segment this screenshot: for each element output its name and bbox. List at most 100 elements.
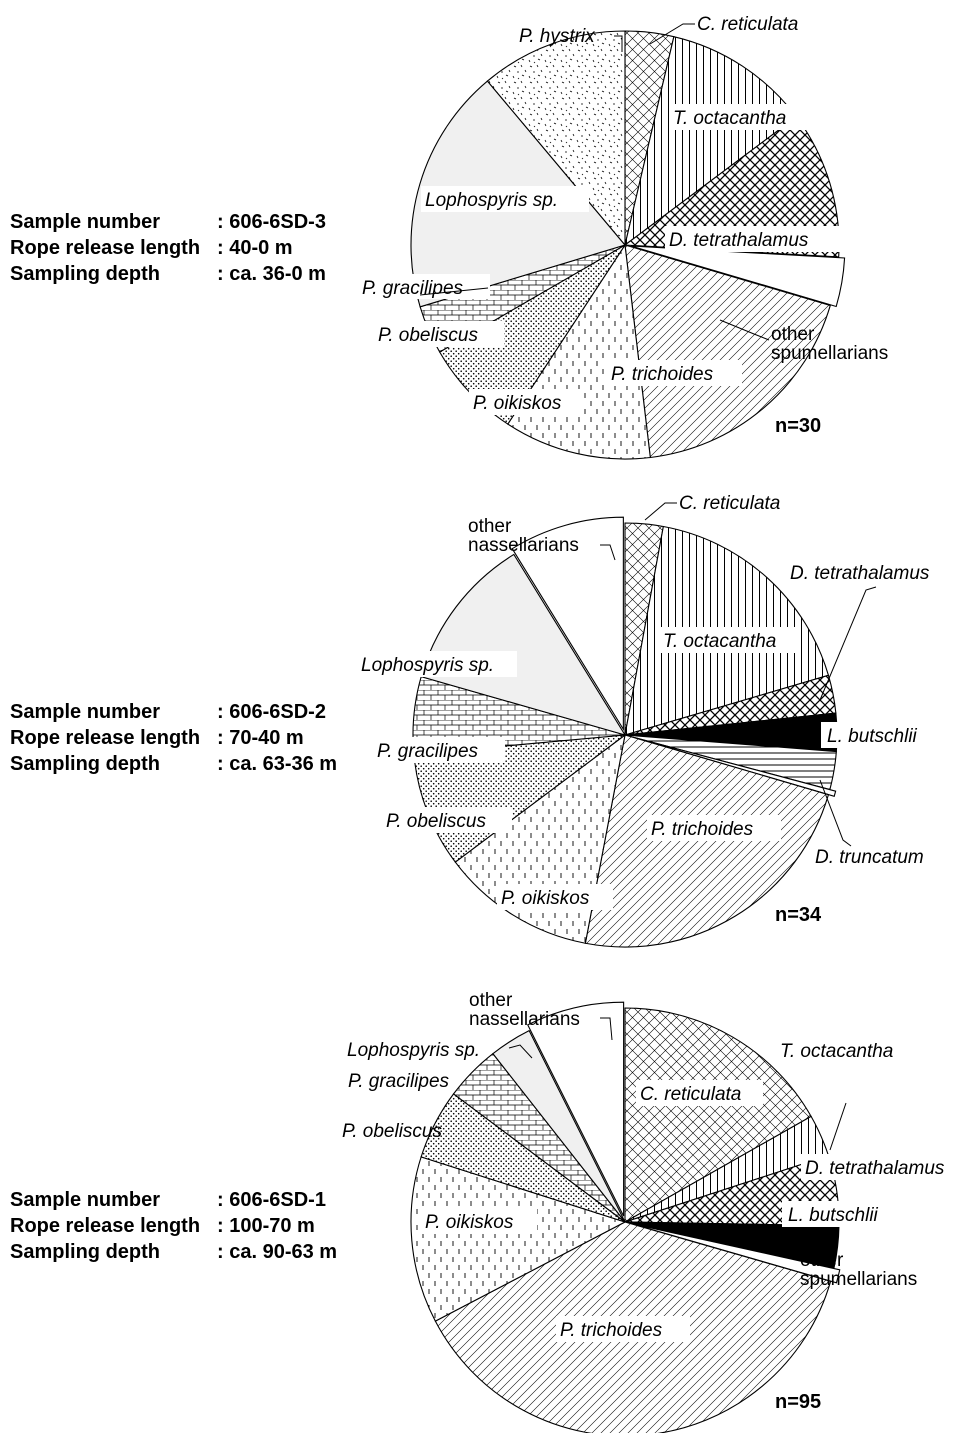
label-other-nassellarians-1: other bbox=[469, 990, 513, 1011]
label-t-octacantha: T. octacantha bbox=[673, 108, 786, 129]
pie-panel-2: Sample number : 606-6SD-2 Rope release l… bbox=[10, 493, 937, 948]
rope-length-value: : 40-0 m bbox=[217, 237, 293, 259]
leader-line bbox=[419, 287, 489, 296]
label-other-nassellarians-2: nassellarians bbox=[469, 1009, 580, 1030]
label-bg bbox=[357, 651, 517, 677]
rope-length-label: Rope release length bbox=[10, 727, 200, 749]
label-p-gracilipes: P. gracilipes bbox=[377, 741, 479, 762]
label-p-obeliscus: P. obeliscus bbox=[378, 325, 478, 346]
label-bg bbox=[647, 815, 781, 841]
label-bg bbox=[607, 360, 742, 386]
leader-line bbox=[508, 1044, 533, 1059]
pie-slice bbox=[527, 1001, 625, 1217]
label-p-trichoides: P. trichoides bbox=[560, 1320, 663, 1341]
sample-number-label: Sample number bbox=[10, 1189, 160, 1211]
label-other-spumellarians-2: spumellarians bbox=[800, 1269, 917, 1290]
sample-info-2: Sample number : 606-6SD-2 Rope release l… bbox=[10, 701, 337, 775]
label-lophospyris: Lophospyris sp. bbox=[425, 190, 558, 211]
label-bg bbox=[382, 807, 512, 833]
leader-line bbox=[719, 319, 770, 341]
label-p-trichoides: P. trichoides bbox=[611, 364, 714, 385]
sampling-depth-label: Sampling depth bbox=[10, 263, 160, 285]
label-p-oikiskos: P. oikiskos bbox=[501, 888, 590, 909]
label-other-nassellarians-1: other bbox=[468, 516, 512, 537]
sample-info-1: Sample number : 606-6SD-3 Rope release l… bbox=[10, 211, 326, 285]
sample-count-1: n=30 bbox=[775, 415, 821, 437]
label-other-spumellarians-1: other bbox=[800, 1250, 844, 1271]
leader-line bbox=[649, 23, 695, 45]
sample-number-value: : 606-6SD-1 bbox=[217, 1189, 326, 1211]
leader-line bbox=[819, 779, 852, 847]
label-d-truncatum: D. truncatum bbox=[815, 847, 924, 868]
sample-number-value: : 606-6SD-3 bbox=[217, 211, 326, 233]
sample-number-label: Sample number bbox=[10, 701, 160, 723]
label-p-obeliscus: P. obeliscus bbox=[342, 1121, 442, 1142]
label-bg bbox=[782, 1201, 897, 1227]
label-d-tetrathalamus: D. tetrathalamus bbox=[805, 1158, 945, 1179]
leader-line bbox=[829, 1102, 847, 1151]
rope-length-value: : 70-40 m bbox=[217, 727, 304, 749]
pie-slices-2 bbox=[412, 516, 838, 948]
sample-info-3: Sample number : 606-6SD-1 Rope release l… bbox=[10, 1189, 337, 1263]
label-bg bbox=[659, 627, 797, 653]
label-bg bbox=[421, 1208, 537, 1234]
leader-line bbox=[614, 35, 623, 52]
label-t-octacantha: T. octacantha bbox=[780, 1041, 893, 1062]
rope-length-label: Rope release length bbox=[10, 1215, 200, 1237]
label-p-trichoides: P. trichoides bbox=[651, 819, 754, 840]
label-bg bbox=[636, 1080, 763, 1106]
label-l-butschlii: L. butschlii bbox=[788, 1205, 879, 1226]
sample-count-2: n=34 bbox=[775, 904, 822, 926]
sample-number-value: : 606-6SD-2 bbox=[217, 701, 326, 723]
label-other-spumellarians-2: spumellarians bbox=[771, 343, 888, 364]
label-p-gracilipes: P. gracilipes bbox=[348, 1071, 450, 1092]
label-bg bbox=[497, 884, 613, 910]
rope-length-label: Rope release length bbox=[10, 237, 200, 259]
label-lophospyris: Lophospyris sp. bbox=[347, 1040, 480, 1061]
label-bg bbox=[665, 226, 863, 252]
sample-count-3: n=95 bbox=[775, 1391, 821, 1413]
label-bg bbox=[374, 321, 504, 347]
label-p-hystrix: P. hystrix bbox=[519, 26, 596, 47]
label-lophospyris: Lophospyris sp. bbox=[361, 655, 494, 676]
pie-panel-1: Sample number : 606-6SD-3 Rope release l… bbox=[10, 14, 888, 460]
pie-slice bbox=[410, 1156, 627, 1322]
rope-length-value: : 100-70 m bbox=[217, 1215, 315, 1237]
sampling-depth-label: Sampling depth bbox=[10, 753, 160, 775]
label-p-oikiskos: P. oikiskos bbox=[473, 393, 562, 414]
label-c-reticulata: C. reticulata bbox=[697, 14, 798, 35]
sampling-depth-value: : ca. 36-0 m bbox=[217, 263, 326, 285]
label-l-butschlii: L. butschlii bbox=[827, 726, 918, 747]
label-bg bbox=[556, 1316, 690, 1342]
leader-line bbox=[600, 544, 616, 561]
leader-line bbox=[600, 1017, 613, 1041]
label-bg bbox=[669, 104, 806, 130]
label-bg bbox=[821, 722, 937, 748]
leader-line bbox=[819, 586, 877, 701]
pie-labels-2: C. reticulata other nassellarians D. tet… bbox=[357, 493, 937, 926]
label-p-gracilipes: P. gracilipes bbox=[362, 278, 464, 299]
pie-slice bbox=[630, 245, 846, 308]
label-d-tetrathalamus: D. tetrathalamus bbox=[790, 563, 930, 584]
label-c-reticulata: C. reticulata bbox=[640, 1084, 741, 1105]
pie-panel-3: Sample number : 606-6SD-1 Rope release l… bbox=[10, 990, 956, 1433]
label-bg bbox=[801, 1154, 956, 1180]
label-bg bbox=[469, 389, 583, 415]
label-other-nassellarians-2: nassellarians bbox=[468, 535, 579, 556]
sampling-depth-value: : ca. 63-36 m bbox=[217, 753, 337, 775]
pie-slice bbox=[624, 244, 831, 459]
pie-slice bbox=[624, 1007, 812, 1223]
label-c-reticulata: C. reticulata bbox=[679, 493, 780, 514]
label-p-oikiskos: P. oikiskos bbox=[425, 1212, 514, 1233]
pie-slice bbox=[486, 30, 626, 247]
label-other-spumellarians-1: other bbox=[771, 324, 815, 345]
sampling-depth-label: Sampling depth bbox=[10, 1241, 160, 1263]
pie-slice bbox=[511, 516, 624, 732]
label-bg bbox=[421, 186, 589, 212]
pie-labels-1: C. reticulata P. hystrix T. octacantha D… bbox=[358, 14, 888, 437]
sampling-depth-value: : ca. 90-63 m bbox=[217, 1241, 337, 1263]
label-d-tetrathalamus: D. tetrathalamus bbox=[669, 230, 809, 251]
sample-number-label: Sample number bbox=[10, 211, 160, 233]
pie-slice bbox=[492, 1029, 626, 1223]
